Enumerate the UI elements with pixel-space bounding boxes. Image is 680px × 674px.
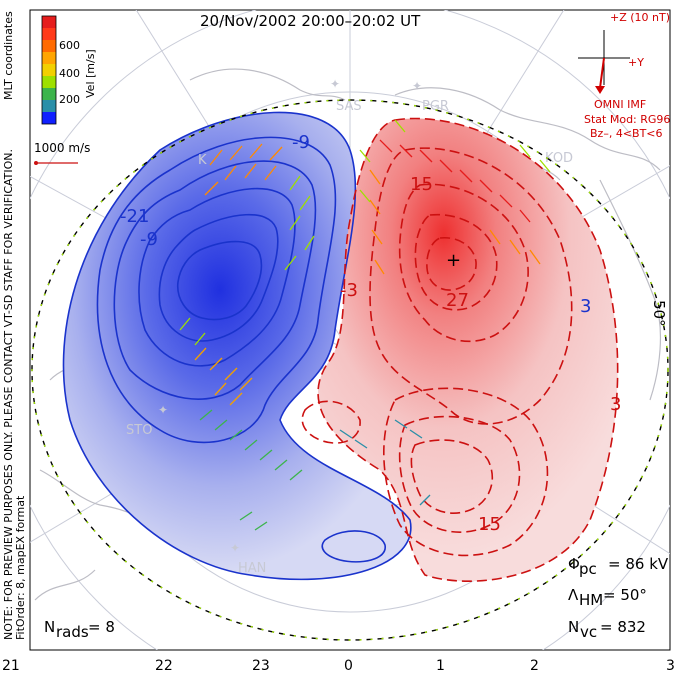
preview-note: NOTE: FOR PREVIEW PURPOSES ONLY. PLEASE … xyxy=(2,149,15,640)
vector-count: = 832 xyxy=(600,618,646,636)
station-marker-icon: ✦ xyxy=(158,403,168,417)
stat-model: Stat Mod: RG96 xyxy=(584,113,670,126)
heppner-maynard-boundary-dots xyxy=(31,99,669,641)
station-pgr: PGR xyxy=(422,99,449,114)
velocity-colorbar: 600 400 200 Vel [m/s] xyxy=(41,15,97,125)
mlt-tick: 23 xyxy=(252,658,270,674)
imf-clock: +Z (10 nT) +Y OMNI IMF Stat Mod: RG96 Bz… xyxy=(578,11,670,140)
scale-vector: 1000 m/s xyxy=(34,141,90,165)
imf-axis-y: +Y xyxy=(628,56,644,69)
map-title: 20/Nov/2002 20:00–20:02 UT xyxy=(200,12,421,30)
radar-count: = 8 xyxy=(88,618,115,636)
negative-contours xyxy=(62,111,412,581)
imf-condition: Bz–, 4<BT<6 xyxy=(590,127,663,140)
velocity-vectors xyxy=(179,119,551,531)
contour-label: -21 xyxy=(120,206,149,227)
nrads-symbol: N xyxy=(44,618,55,636)
coordinates-label: MLT coordinates xyxy=(2,11,15,100)
nvc-symbol: N xyxy=(568,618,579,636)
colorbar-tick: 400 xyxy=(59,67,80,80)
colorbar-tick: 600 xyxy=(59,39,80,52)
contour-label: -9 xyxy=(140,229,158,250)
station-sas: SAS xyxy=(336,99,362,114)
mlt-tick: 1 xyxy=(436,658,445,674)
phi-subscript: pc xyxy=(579,560,597,578)
lambda-symbol: Λ xyxy=(568,586,579,604)
scale-label: 1000 m/s xyxy=(34,141,90,155)
hm-latitude: = 50° xyxy=(603,586,647,604)
radar-stations: SAS PGR KOD STO HAN K ✦ ✦ ✦ ✦ xyxy=(126,77,573,576)
fit-order-label: FitOrder: 8, mapEX format xyxy=(14,495,27,640)
nrads-subscript: rads xyxy=(56,623,89,641)
contour-label: 27 xyxy=(446,290,469,311)
imf-source: OMNI IMF xyxy=(594,98,646,111)
mlt-tick: 21 xyxy=(2,658,20,674)
contour-label: 15 xyxy=(410,174,433,195)
latitude-label: 50° xyxy=(650,300,668,327)
station-han: HAN xyxy=(238,561,266,576)
cross-polar-potential: = 86 kV xyxy=(608,555,669,573)
contour-label: -9 xyxy=(292,132,310,153)
contour-label: 15 xyxy=(478,514,501,535)
contour-labels: -9 -21 -9 15 27 15 3 3 -3 xyxy=(120,132,621,535)
mlt-tick: 0 xyxy=(344,658,353,674)
phi-symbol: Φ xyxy=(568,555,580,573)
positive-contours xyxy=(301,117,619,582)
mlt-axis: 21 22 23 0 1 2 3 xyxy=(2,658,675,674)
contour-label: -3 xyxy=(340,280,358,301)
imf-axis-z: +Z (10 nT) xyxy=(610,11,670,24)
contour-label: 3 xyxy=(610,394,621,415)
station-k: K xyxy=(198,153,207,168)
station-marker-icon: ✦ xyxy=(230,541,240,555)
dawn-cell-fill xyxy=(318,118,618,582)
station-marker-icon: ✦ xyxy=(412,79,422,93)
nvc-subscript: vc xyxy=(580,623,597,641)
station-sto: STO xyxy=(126,423,152,438)
mlt-tick: 2 xyxy=(530,658,539,674)
station-kod: KOD xyxy=(545,151,573,166)
lambda-subscript: HM xyxy=(579,591,603,609)
colorbar-title: Vel [m/s] xyxy=(84,49,97,98)
map-statistics: Φ pc = 86 kV Λ HM = 50° N vc = 832 N rad… xyxy=(44,555,669,641)
potential-max-icon: + xyxy=(446,250,461,271)
mlt-tick: 3 xyxy=(666,658,675,674)
contour-label: 3 xyxy=(580,296,591,317)
station-marker-icon: ✦ xyxy=(330,77,340,91)
mlt-tick: 22 xyxy=(155,658,173,674)
colorbar-tick: 200 xyxy=(59,93,80,106)
dusk-cell-fill xyxy=(63,112,411,580)
